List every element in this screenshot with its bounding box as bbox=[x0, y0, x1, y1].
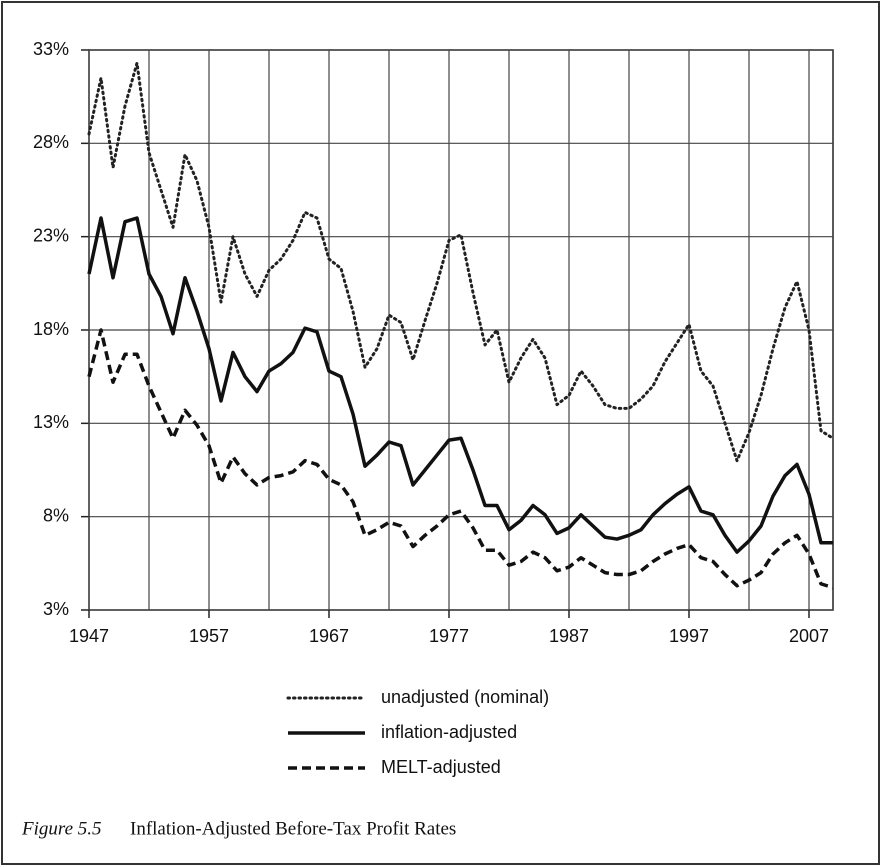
series-line bbox=[87, 61, 835, 463]
x-tick-label: 1997 bbox=[669, 626, 709, 646]
x-tick-label: 1947 bbox=[69, 626, 109, 646]
caption: Inflation-Adjusted Before-Tax Profit Rat… bbox=[130, 818, 456, 839]
y-tick-label: 33% bbox=[33, 39, 69, 59]
legend-label: inflation-adjusted bbox=[381, 722, 517, 742]
y-tick-label: 13% bbox=[33, 412, 69, 432]
x-tick-label: 1977 bbox=[429, 626, 469, 646]
series-line bbox=[87, 328, 834, 590]
x-tick-label: 1957 bbox=[189, 626, 229, 646]
series-line bbox=[87, 216, 833, 554]
y-tick-label: 18% bbox=[33, 319, 69, 339]
x-tick-label: 1987 bbox=[549, 626, 589, 646]
caption-label: Figure 5.5 bbox=[21, 818, 102, 839]
x-tick-label: 1967 bbox=[309, 626, 349, 646]
y-tick-label: 3% bbox=[43, 599, 69, 619]
legend-label: MELT-adjusted bbox=[381, 757, 501, 777]
y-tick-label: 23% bbox=[33, 225, 69, 245]
y-tick-label: 28% bbox=[33, 132, 69, 152]
legend-label: unadjusted (nominal) bbox=[381, 687, 549, 707]
y-tick-label: 8% bbox=[43, 505, 69, 525]
x-tick-label: 2007 bbox=[789, 626, 829, 646]
